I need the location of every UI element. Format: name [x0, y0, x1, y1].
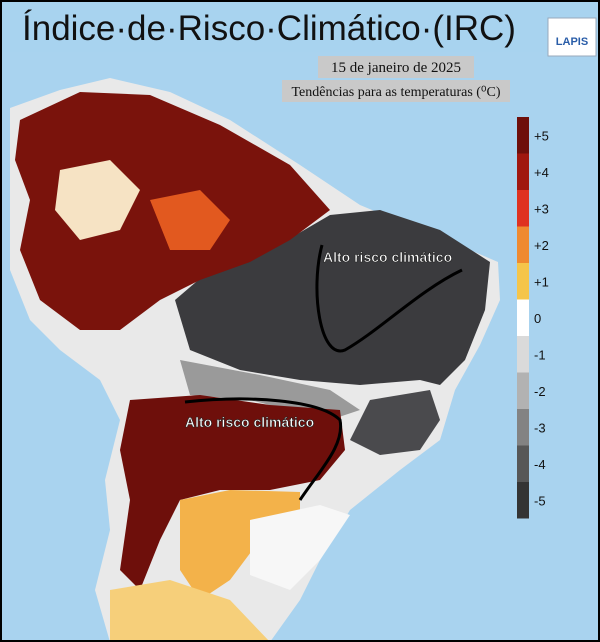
annotation-curve	[315, 244, 463, 353]
logo-box	[547, 17, 597, 57]
cool-region	[175, 210, 490, 385]
legend-label: +4	[534, 165, 549, 180]
legend-swatch	[517, 336, 529, 373]
legend-swatch	[517, 299, 529, 336]
legend-swatch	[517, 153, 529, 190]
legend-swatch	[517, 482, 529, 519]
legend-label: -3	[534, 420, 546, 435]
legend-swatch	[517, 409, 529, 446]
hot-region	[150, 190, 230, 250]
header-band	[0, 0, 600, 52]
warm-region	[110, 580, 270, 642]
legend-label: -2	[534, 384, 546, 399]
legend-swatch	[517, 263, 529, 300]
legend-label: -5	[534, 493, 546, 508]
annotation: Alto risco climático	[185, 414, 314, 430]
hot-region	[55, 160, 140, 240]
legend-swatch	[517, 190, 529, 227]
date: 15 de janeiro de 2025	[331, 60, 461, 76]
cool-region	[350, 390, 440, 455]
legend-swatch	[517, 445, 529, 482]
legend-label: +5	[534, 128, 549, 143]
legend-label: +1	[534, 274, 549, 289]
neutral-region	[250, 505, 350, 590]
annotation-curve	[184, 397, 343, 501]
logo: LAPIS	[556, 36, 588, 48]
legend-label: +2	[534, 238, 549, 253]
legend-label: 0	[534, 311, 541, 326]
legend: +5 +4 +3 +2 +1 0 -1 -2 -3 -4 -5	[517, 117, 549, 519]
legend-swatch	[517, 226, 529, 263]
hot-region	[120, 395, 345, 590]
cool-region	[180, 360, 360, 420]
date-box	[318, 56, 474, 78]
subtitle-box	[282, 80, 510, 102]
legend-label: +3	[534, 201, 549, 216]
annotation: Alto risco climático	[323, 249, 452, 265]
legend-label: -1	[534, 347, 546, 362]
subtitle: Tendências para as temperaturas (⁰C)	[291, 85, 500, 100]
legend-swatch	[517, 117, 529, 154]
legend-label: -4	[534, 457, 546, 472]
legend-swatch	[517, 372, 529, 409]
title: Índice·de·Risco·Climático·(IRC)	[22, 9, 516, 48]
